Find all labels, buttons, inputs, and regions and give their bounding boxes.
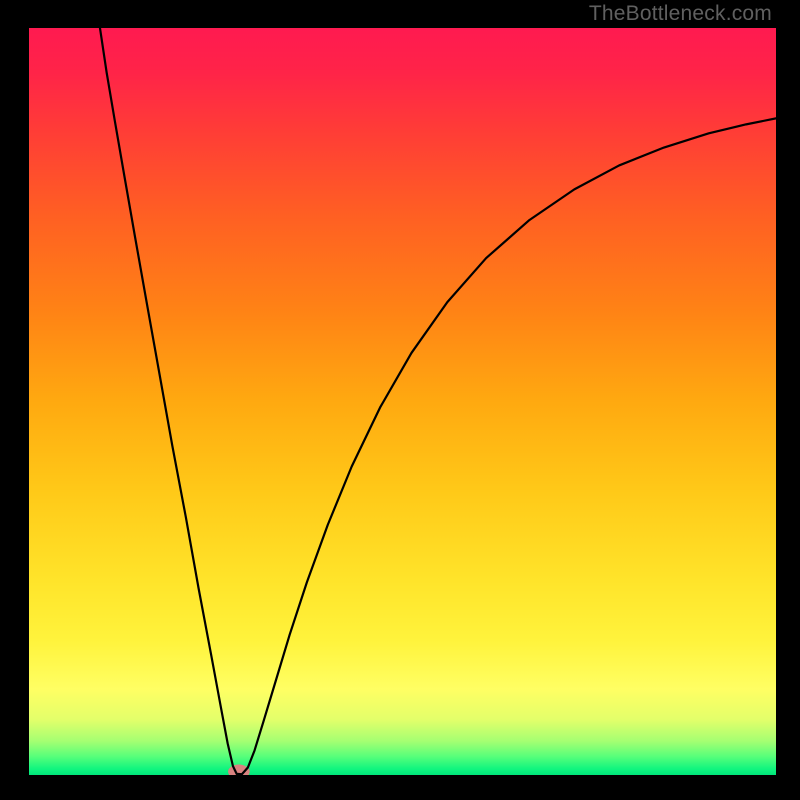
plot-background (29, 28, 776, 775)
watermark-label: TheBottleneck.com (589, 2, 772, 26)
bottleneck-chart (29, 28, 776, 775)
chart-frame: TheBottleneck.com (0, 0, 800, 800)
